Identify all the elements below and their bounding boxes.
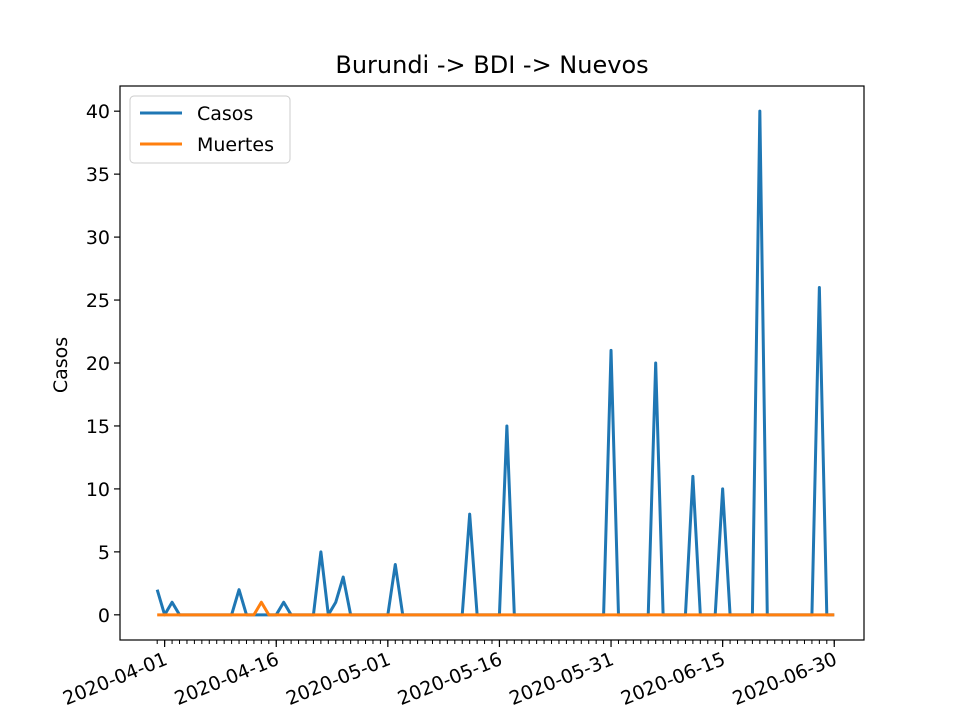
y-tick-label: 40 — [86, 101, 110, 123]
muertes-line — [157, 600, 835, 617]
y-tick-label: 0 — [98, 605, 110, 627]
y-tick-label: 20 — [86, 353, 110, 375]
chart-title: Burundi -> BDI -> Nuevos — [335, 51, 648, 79]
plot-frame — [119, 85, 865, 641]
y-tick-label: 10 — [86, 479, 110, 501]
y-tick-label: 35 — [86, 164, 110, 186]
y-tick-label: 25 — [86, 290, 110, 312]
y-tick-label: 15 — [86, 416, 110, 438]
legend: Casos Muertes — [129, 95, 291, 164]
y-tick-label: 30 — [86, 227, 110, 249]
legend-entry-casos-label: Casos — [197, 103, 253, 125]
legend-entry-muertes-label: Muertes — [197, 134, 274, 156]
plot-area — [155, 109, 835, 617]
y-axis-label: Casos — [50, 337, 72, 393]
y-tick-label: 5 — [98, 542, 110, 564]
